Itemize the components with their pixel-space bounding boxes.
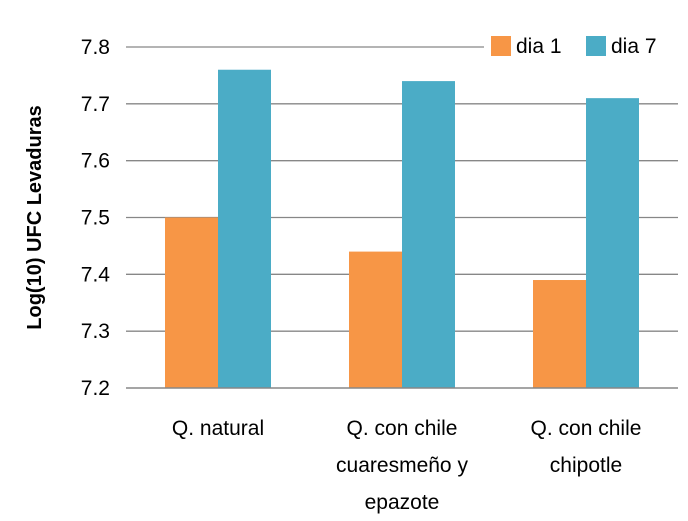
legend-background: [484, 26, 680, 64]
x-category-label: Q. con chile cuaresmeño y epazote: [336, 417, 468, 514]
legend-label-dia-1: dia 1: [516, 35, 562, 58]
y-tick-label: 7.7: [81, 93, 110, 116]
y-axis-title: Log(10) UFC Levaduras: [24, 105, 46, 329]
y-tick-label: 7.2: [81, 377, 110, 400]
bar-dia-1-3: [533, 280, 586, 388]
legend: dia 1 dia 7: [484, 26, 680, 64]
y-tick-label: 7.4: [81, 263, 111, 286]
legend-label-dia-7: dia 7: [611, 35, 657, 58]
bars: [165, 69, 639, 389]
y-tick-label: 7.8: [81, 36, 110, 59]
y-tick-label: 7.5: [81, 207, 110, 230]
bar-dia-7-2: [402, 81, 455, 388]
x-category-label: Q. natural: [172, 417, 264, 440]
legend-swatch-dia-7: [586, 36, 606, 56]
bar-dia-1-1: [165, 217, 218, 388]
y-tick-label: 7.6: [81, 150, 110, 173]
bar-dia-1-2: [349, 251, 402, 388]
labels: 7.2 7.3 7.4 7.5 7.6 7.7 7.8 Q. natural Q. con ch…: [24, 36, 641, 514]
y-tick-label: 7.3: [81, 320, 110, 343]
legend-swatch-dia-1: [491, 36, 511, 56]
bar-dia-7-1: [218, 69, 271, 388]
bar-dia-7-3: [586, 98, 639, 389]
x-category-label: Q. con chile chipotle: [531, 417, 642, 477]
